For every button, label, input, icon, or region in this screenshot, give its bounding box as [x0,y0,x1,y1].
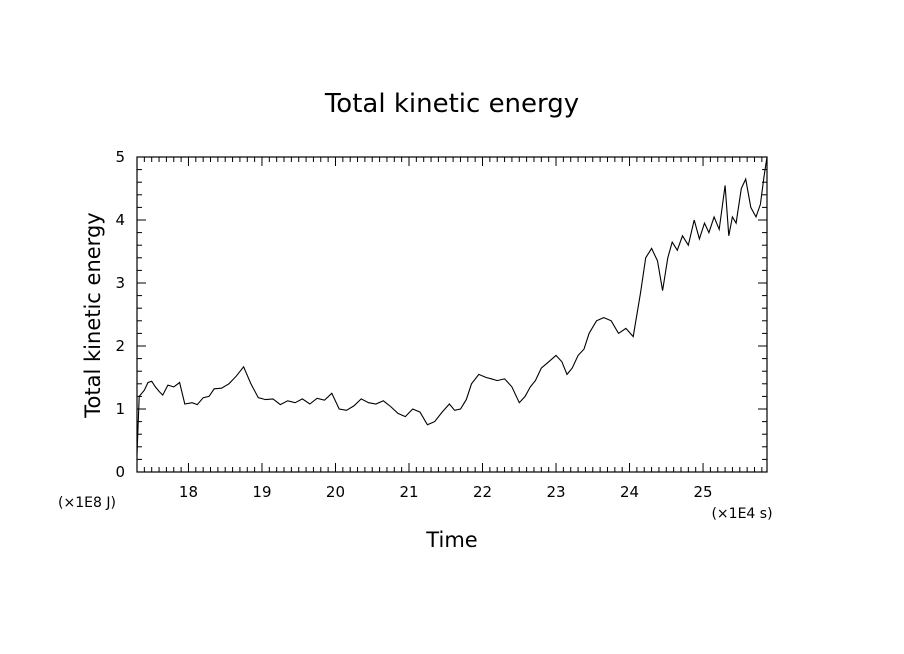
x-axis-title: Time [425,528,477,552]
plot-frame [136,156,768,473]
x-tick-label: 21 [399,483,418,501]
x-tick-label: 23 [546,483,565,501]
chart-title: Total kinetic energy [324,89,579,119]
y-tick-label: 4 [115,211,125,229]
series-line [136,156,768,455]
x-tick-label: 25 [693,483,712,501]
y-axis-title: Total kinetic energy [81,212,105,418]
x-unit-label: (×1E4 s) [711,506,772,522]
x-tick-label: 18 [179,483,198,501]
x-tick-label: 24 [620,483,639,501]
x-tick-label: 22 [473,483,492,501]
y-tick-label: 5 [115,148,125,166]
x-axis: 18 19 20 21 22 23 24 25 [136,157,763,501]
y-tick-label: 2 [115,337,125,355]
y-axis: 0 1 2 3 4 5 [115,148,767,481]
y-unit-label: (×1E8 J) [58,495,116,511]
x-tick-label: 19 [252,483,271,501]
y-tick-label: 1 [115,400,125,418]
x-tick-label: 20 [326,483,345,501]
y-tick-label: 0 [115,463,125,481]
y-tick-label: 3 [115,274,125,292]
